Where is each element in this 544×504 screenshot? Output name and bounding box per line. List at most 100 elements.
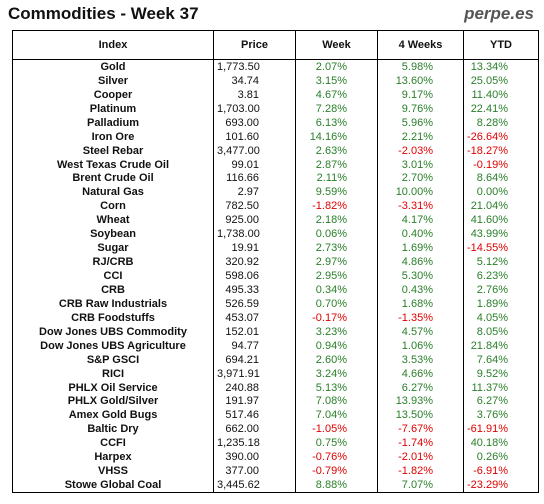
cell-ytd-change: 4.05% [463, 310, 539, 325]
cell-index-name: Steel Rebar [12, 143, 214, 158]
table-row: Stowe Global Coal 3,445.62 8.88% 7.07% -23.2… [12, 478, 539, 494]
cell-ytd-change: 43.99% [463, 227, 539, 242]
cell-4-weeks-change: 13.60% [377, 73, 464, 88]
cell-ytd-change: 11.40% [463, 87, 539, 102]
cell-index-name: Iron Ore [12, 129, 214, 144]
cell-4-weeks-change: 9.17% [377, 87, 464, 102]
cell-week-change: 0.94% [295, 338, 378, 353]
cell-price: 152.01 [213, 324, 296, 339]
table-body: Gold 1,773.50 2.07% 5.98% 13.34% Silver 34.74 3… [12, 59, 539, 494]
cell-week-change: 0.70% [295, 296, 378, 311]
cell-week-change: 2.60% [295, 352, 378, 367]
cell-price: 191.97 [213, 394, 296, 409]
cell-ytd-change: -23.29% [463, 478, 539, 494]
cell-week-change: 2.07% [295, 59, 378, 74]
cell-index-name: Gold [12, 59, 214, 74]
cell-price: 453.07 [213, 310, 296, 325]
cell-4-weeks-change: -7.67% [377, 422, 464, 437]
table-row: RJ/CRB 320.92 2.97% 4.86% 5.12% [12, 255, 539, 270]
cell-ytd-change: 21.04% [463, 199, 539, 214]
table-row: PHLX Gold/Silver 191.97 7.08% 13.93% 6.27% [12, 394, 539, 409]
cell-ytd-change: 0.26% [463, 450, 539, 465]
cell-price: 495.33 [213, 283, 296, 297]
cell-ytd-change: -6.91% [463, 464, 539, 479]
cell-ytd-change: 25.05% [463, 73, 539, 88]
cell-index-name: Brent Crude Oil [12, 171, 214, 186]
table-row: Soybean 1,738.00 0.06% 0.40% 43.99% [12, 227, 539, 242]
cell-ytd-change: -18.27% [463, 143, 539, 158]
cell-week-change: -1.05% [295, 422, 378, 437]
cell-price: 3.81 [213, 87, 296, 102]
cell-4-weeks-change: -1.82% [377, 464, 464, 479]
cell-price: 1,773.50 [213, 59, 296, 74]
cell-ytd-change: 1.89% [463, 296, 539, 311]
cell-price: 101.60 [213, 129, 296, 144]
cell-price: 116.66 [213, 171, 296, 186]
cell-4-weeks-change: 4.86% [377, 255, 464, 270]
table-row: Corn 782.50 -1.82% -3.31% 21.04% [12, 199, 539, 214]
cell-index-name: CCI [12, 269, 214, 283]
cell-week-change: 8.88% [295, 478, 378, 494]
table-row: CRB Foodstuffs 453.07 -0.17% -1.35% 4.05% [12, 310, 539, 325]
cell-4-weeks-change: 4.17% [377, 213, 464, 228]
cell-index-name: PHLX Oil Service [12, 380, 214, 395]
cell-index-name: PHLX Gold/Silver [12, 394, 214, 409]
cell-week-change: 2.73% [295, 241, 378, 256]
cell-index-name: Palladium [12, 115, 214, 130]
cell-4-weeks-change: -2.03% [377, 143, 464, 158]
table-row: RICI 3,971.91 3.24% 4.66% 9.52% [12, 366, 539, 381]
cell-price: 662.00 [213, 422, 296, 437]
cell-week-change: -1.82% [295, 199, 378, 214]
cell-price: 99.01 [213, 157, 296, 172]
cell-index-name: S&P GSCI [12, 352, 214, 367]
cell-4-weeks-change: 13.50% [377, 408, 464, 423]
column-header-price: Price [213, 30, 296, 60]
table-row: Dow Jones UBS Commodity 152.01 3.23% 4.57% 8… [12, 324, 539, 339]
cell-4-weeks-change: -3.31% [377, 199, 464, 214]
cell-4-weeks-change: 0.40% [377, 227, 464, 242]
table-row: Platinum 1,703.00 7.28% 9.76% 22.41% [12, 101, 539, 116]
cell-ytd-change: 8.05% [463, 324, 539, 339]
cell-index-name: Wheat [12, 213, 214, 228]
cell-index-name: Baltic Dry [12, 422, 214, 437]
cell-week-change: 2.95% [295, 269, 378, 283]
table-row: Wheat 925.00 2.18% 4.17% 41.60% [12, 213, 539, 228]
cell-ytd-change: 8.64% [463, 171, 539, 186]
cell-price: 517.46 [213, 408, 296, 423]
cell-price: 1,703.00 [213, 101, 296, 116]
cell-4-weeks-change: 5.98% [377, 59, 464, 74]
cell-4-weeks-change: 1.69% [377, 241, 464, 256]
cell-week-change: 2.87% [295, 157, 378, 172]
cell-week-change: 0.06% [295, 227, 378, 242]
cell-ytd-change: 3.76% [463, 408, 539, 423]
cell-ytd-change: 6.23% [463, 269, 539, 283]
cell-index-name: Dow Jones UBS Agriculture [12, 338, 214, 353]
cell-index-name: VHSS [12, 464, 214, 479]
cell-ytd-change: 0.00% [463, 185, 539, 200]
cell-ytd-change: -26.64% [463, 129, 539, 144]
cell-week-change: 7.08% [295, 394, 378, 409]
cell-price: 526.59 [213, 296, 296, 311]
cell-index-name: Stowe Global Coal [12, 478, 214, 494]
cell-ytd-change: 8.28% [463, 115, 539, 130]
cell-week-change: 3.23% [295, 324, 378, 339]
cell-4-weeks-change: 4.57% [377, 324, 464, 339]
cell-price: 34.74 [213, 73, 296, 88]
cell-price: 925.00 [213, 213, 296, 228]
cell-week-change: -0.79% [295, 464, 378, 479]
cell-price: 598.06 [213, 269, 296, 283]
cell-index-name: Corn [12, 199, 214, 214]
cell-week-change: -0.17% [295, 310, 378, 325]
cell-4-weeks-change: 6.27% [377, 380, 464, 395]
table-row: Amex Gold Bugs 517.46 7.04% 13.50% 3.76% [12, 408, 539, 423]
cell-price: 3,477.00 [213, 143, 296, 158]
cell-ytd-change: 2.76% [463, 283, 539, 297]
cell-index-name: Natural Gas [12, 185, 214, 200]
table-row: PHLX Oil Service 240.88 5.13% 6.27% 11.37% [12, 380, 539, 395]
cell-ytd-change: 5.12% [463, 255, 539, 270]
cell-price: 1,738.00 [213, 227, 296, 242]
cell-4-weeks-change: 2.21% [377, 129, 464, 144]
cell-index-name: CRB Foodstuffs [12, 310, 214, 325]
cell-price: 1,235.18 [213, 436, 296, 451]
header-row: Index Price Week 4 Weeks YTD [12, 30, 539, 60]
